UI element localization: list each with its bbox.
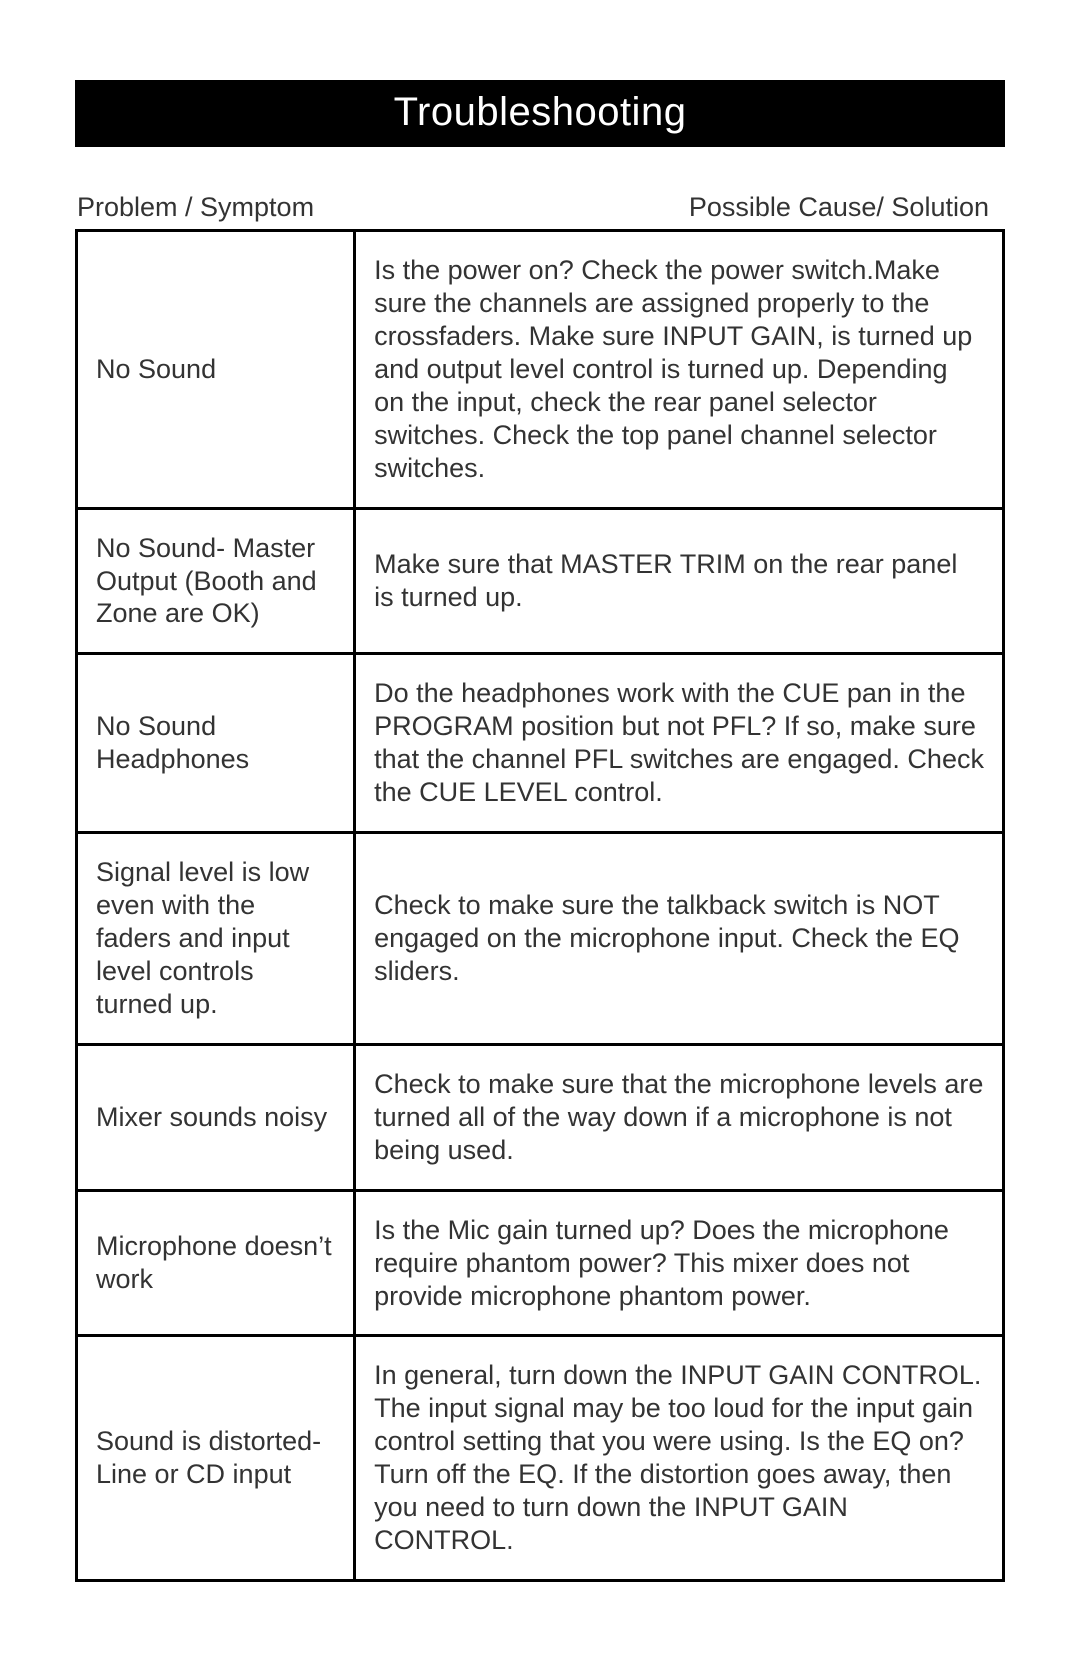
problem-cell: Signal level is low even with the faders… <box>77 833 355 1045</box>
table-row: No Sound- Master Output (Booth and Zone … <box>77 508 1004 654</box>
problem-cell: Microphone doesn’t work <box>77 1190 355 1336</box>
solution-cell: In general, turn down the INPUT GAIN CON… <box>355 1336 1004 1581</box>
column-headers: Problem / Symptom Possible Cause/ Soluti… <box>75 192 1005 223</box>
problem-cell: Mixer sounds noisy <box>77 1044 355 1190</box>
table-row: Mixer sounds noisy Check to make sure th… <box>77 1044 1004 1190</box>
troubleshooting-table: No Sound Is the power on? Check the powe… <box>75 229 1005 1582</box>
section-banner: Troubleshooting <box>75 80 1005 147</box>
solution-cell: Do the headphones work with the CUE pan … <box>355 654 1004 833</box>
solution-cell: Check to make sure the talkback switch i… <box>355 833 1004 1045</box>
table-row: No Sound Headphones Do the headphones wo… <box>77 654 1004 833</box>
problem-cell: No Sound Headphones <box>77 654 355 833</box>
page: Troubleshooting Problem / Symptom Possib… <box>0 0 1080 1662</box>
table-row: Microphone doesn’t work Is the Mic gain … <box>77 1190 1004 1336</box>
problem-cell: Sound is distorted- Line or CD input <box>77 1336 355 1581</box>
solution-cell: Make sure that MASTER TRIM on the rear p… <box>355 508 1004 654</box>
problem-cell: No Sound- Master Output (Booth and Zone … <box>77 508 355 654</box>
banner-title: Troubleshooting <box>394 90 687 134</box>
table-row: Signal level is low even with the faders… <box>77 833 1004 1045</box>
table-row: No Sound Is the power on? Check the powe… <box>77 231 1004 509</box>
solution-cell: Is the power on? Check the power switch.… <box>355 231 1004 509</box>
problem-cell: No Sound <box>77 231 355 509</box>
solution-cell: Is the Mic gain turned up? Does the micr… <box>355 1190 1004 1336</box>
column-header-solution: Possible Cause/ Solution <box>689 192 1005 223</box>
column-header-problem: Problem / Symptom <box>75 192 314 223</box>
table-row: Sound is distorted- Line or CD input In … <box>77 1336 1004 1581</box>
solution-cell: Check to make sure that the microphone l… <box>355 1044 1004 1190</box>
